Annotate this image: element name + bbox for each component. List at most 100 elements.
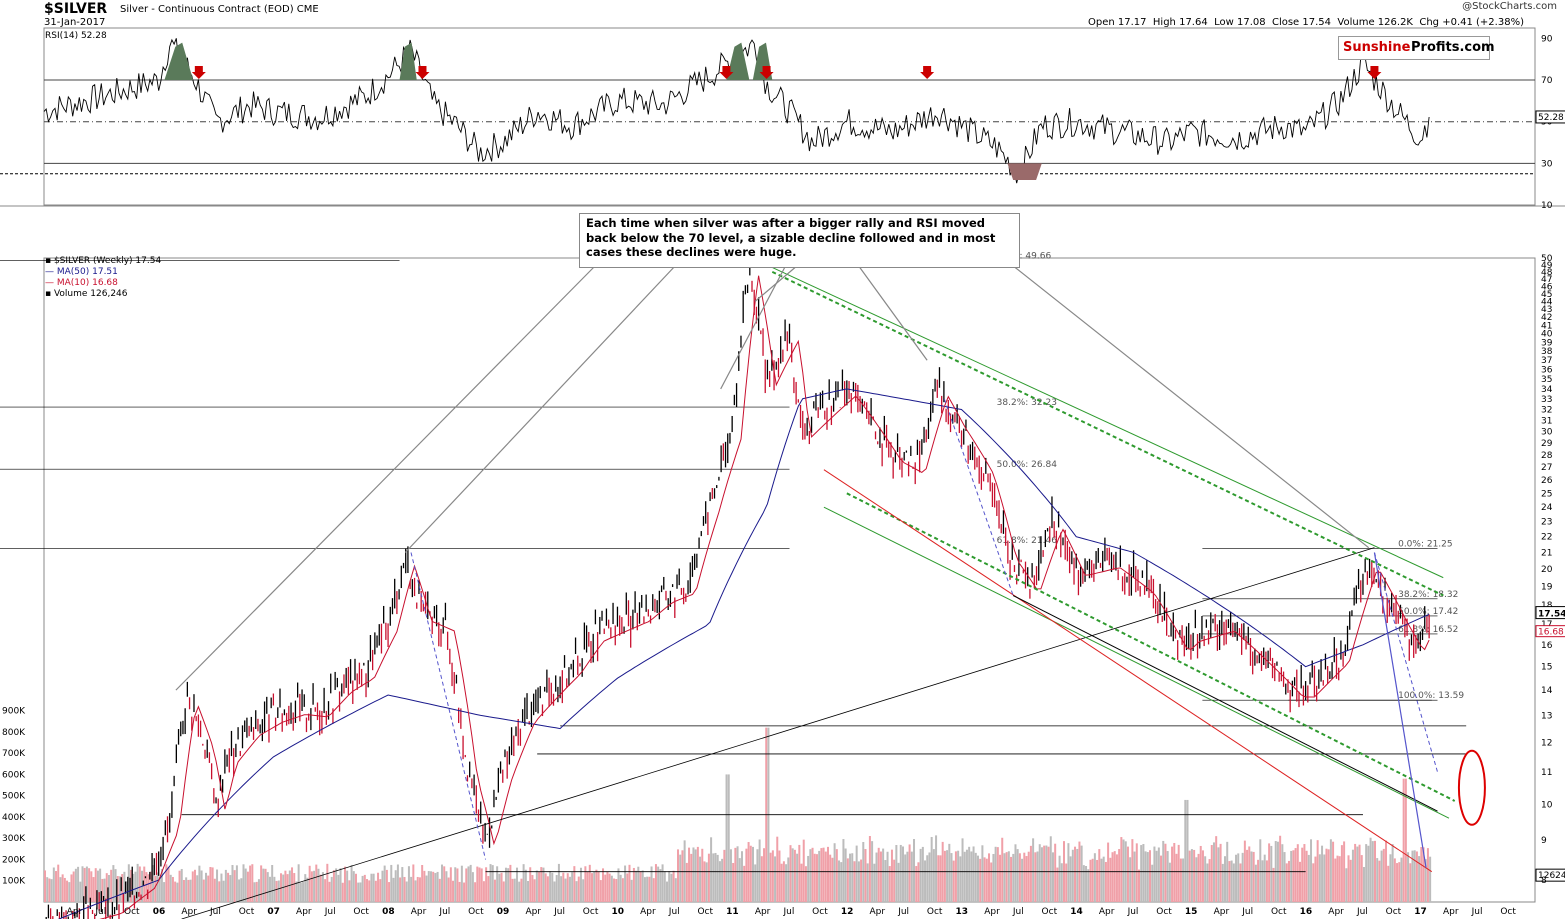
volume-bar [1254,864,1257,902]
volume-bar [875,852,878,902]
volume-bar [624,865,627,902]
volume-bar [1102,856,1105,902]
volume-bar [1137,869,1140,902]
volume-bar [1023,852,1026,902]
volume-bar [904,854,907,902]
rsi-tick-label: 10 [1541,201,1553,211]
volume-bar [116,876,119,902]
volume-bar [238,879,241,902]
x-axis-label: Apr [755,907,771,917]
volume-bar [727,774,730,902]
volume-bar [302,882,305,902]
volume-bar [271,865,274,902]
x-axis-label: Oct [353,907,369,917]
volume-bar [154,875,157,902]
volume-bar [121,874,124,902]
volume-bar [429,871,432,902]
volume-bar [361,875,364,902]
x-axis-label: 14 [1070,907,1083,917]
fib-level-label: 100.0%: 13.59 [1398,691,1464,701]
volume-bar [882,848,885,902]
volume-bar [776,836,779,902]
volume-bar [396,864,399,902]
volume-bar [1334,858,1337,902]
volume-bar [266,872,269,902]
volume-bar [800,863,803,902]
volume-bar [950,853,953,902]
volume-bar [253,882,256,902]
volume-bar [304,874,307,902]
volume-bar [1157,847,1160,902]
volume-bar [147,874,150,902]
volume-bar [646,876,649,902]
volume-bar [465,868,468,902]
volume-bar [394,870,397,902]
volume-tick-label: 900K [2,707,26,717]
price-tick-label: 37 [1541,356,1552,366]
volume-bar [328,881,331,902]
volume-bar [1325,848,1328,902]
volume-bar [864,849,867,902]
price-tick-label: 46 [1541,282,1553,292]
price-tick-label: 28 [1541,451,1553,461]
fib-level-label: 38.2%: 18.32 [1398,590,1458,600]
x-axis-label: Jul [1356,907,1368,917]
volume-bar [1338,856,1341,902]
volume-bar [1389,854,1392,902]
volume-bar [906,851,909,902]
volume-bar [357,882,360,902]
volume-bar [1188,850,1191,902]
volume-tick-label: 200K [2,855,26,865]
volume-bar [1029,845,1032,902]
volume-bar [1014,844,1017,902]
volume-bar [1018,853,1021,902]
volume-bar [957,850,960,902]
volume-bar [983,857,986,902]
volume-bar [582,879,585,902]
volume-value-flag [1535,868,1565,882]
volume-bar [538,871,541,902]
volume-bar [621,878,624,902]
volume-bar [1120,837,1123,902]
volume-bar [134,871,137,902]
volume-bar [818,850,821,902]
low-value: 17.08 [1236,17,1266,28]
close-value: 17.54 [1302,17,1332,28]
volume-bar [180,868,183,902]
volume-bar [326,863,329,902]
x-axis-label: 13 [956,907,969,917]
volume-bar [1126,846,1129,902]
volume-bar [1135,843,1138,902]
volume-bar [516,867,519,902]
volume-bar [262,868,265,902]
volume-bar [1045,845,1048,902]
x-axis-label: Oct [239,907,255,917]
volume-value: 126.2K [1377,17,1413,28]
volume-bar [815,854,818,902]
volume-bar [145,872,148,902]
volume-tick-label: 500K [2,792,26,802]
volume-bar [533,879,536,902]
volume-bar [577,876,580,902]
volume-bar [979,858,982,902]
volume-bar [92,877,95,902]
volume-bar [895,844,898,902]
volume-bar [498,873,501,902]
volume-bar [399,877,402,902]
x-axis-label: Oct [1500,907,1516,917]
volume-bar [255,881,258,902]
x-axis-label: 17 [1414,907,1427,917]
volume-bar [1343,841,1346,902]
volume-bar [908,844,911,902]
volume-bar [913,839,916,902]
volume-bar [1365,844,1368,902]
volume-bar [1177,844,1180,902]
volume-bar [244,868,247,902]
volume-bar [273,876,276,902]
volume-bar [55,871,58,902]
volume-bar [370,873,373,902]
volume-bar [1113,851,1116,902]
volume-bar [1310,839,1313,902]
price-tick-label: 49 [1541,261,1553,271]
volume-bar [1067,843,1070,902]
